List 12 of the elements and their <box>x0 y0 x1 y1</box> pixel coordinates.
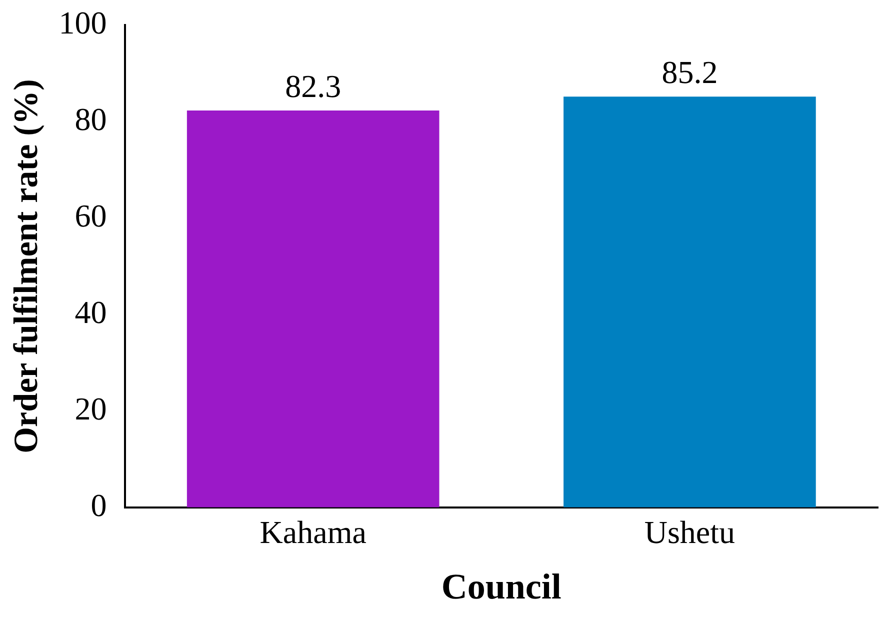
y-tick-label: 60 <box>74 197 107 234</box>
data-label: 82.3 <box>285 68 342 104</box>
y-tick-label: 100 <box>58 4 107 41</box>
y-axis-title: Order fulfilment rate (%) <box>8 79 46 454</box>
x-tick-label: Kahama <box>260 514 366 550</box>
y-tick-label: 0 <box>90 486 107 523</box>
y-tick-label: 80 <box>74 101 107 138</box>
x-tick-label: Ushetu <box>644 514 736 550</box>
data-label: 85.2 <box>662 54 718 90</box>
x-axis-title: Council <box>441 566 562 607</box>
y-tick-label: 20 <box>74 390 107 426</box>
y-tick-label: 40 <box>74 294 107 330</box>
